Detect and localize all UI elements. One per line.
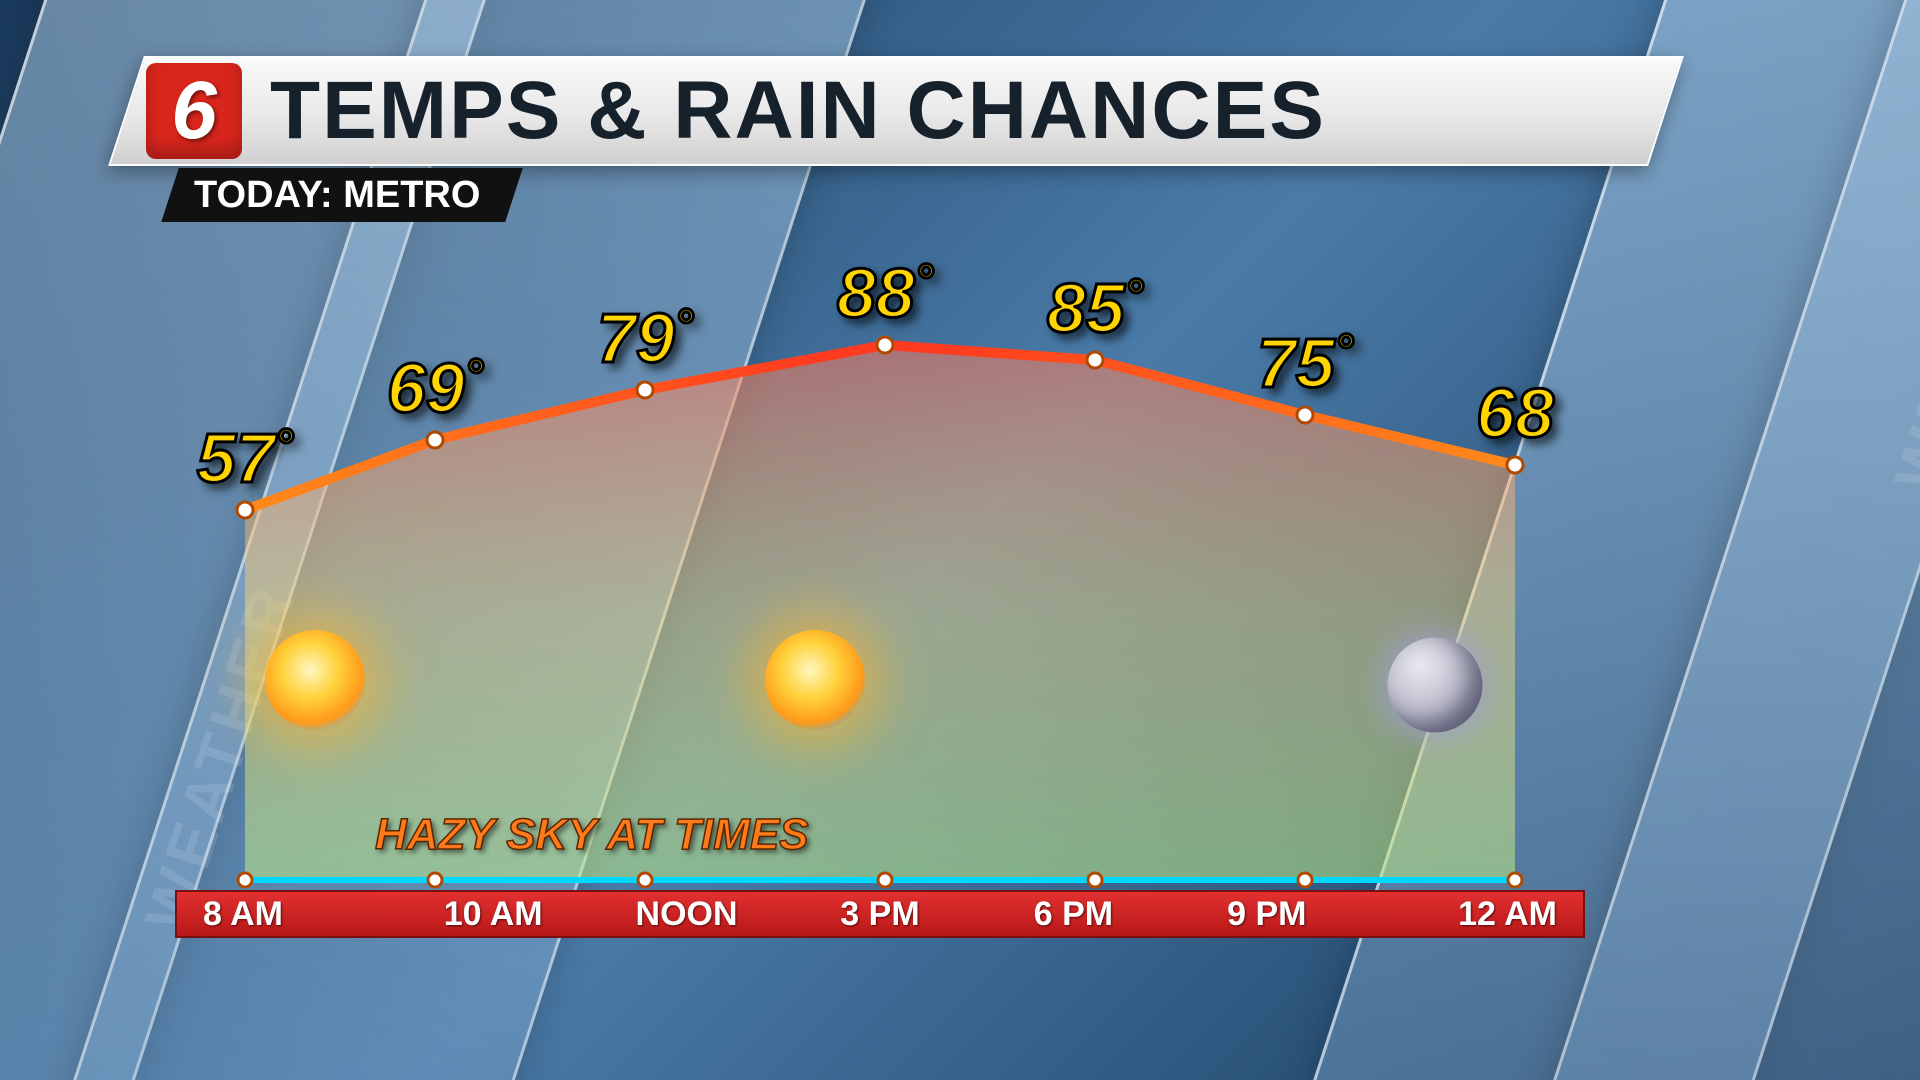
condition-note: HAZY SKY AT TIMES xyxy=(375,810,809,860)
temp-value: 57° xyxy=(197,418,293,498)
temp-value: 85° xyxy=(1047,268,1143,348)
time-tick: 9 PM xyxy=(1170,895,1363,934)
time-tick: 3 PM xyxy=(783,895,976,934)
time-axis: 8 AM10 AMNOON3 PM6 PM9 PM12 AM xyxy=(175,890,1585,938)
subtitle-text: TODAY: METRO xyxy=(194,168,480,222)
time-tick: 8 AM xyxy=(203,895,396,934)
title-bar: 6 TEMPS & RAIN CHANCES xyxy=(108,56,1684,166)
sun-icon xyxy=(265,630,365,730)
chart-svg xyxy=(175,240,1585,890)
time-tick: 10 AM xyxy=(396,895,589,934)
temp-value: 88° xyxy=(837,253,933,333)
temp-value: 75° xyxy=(1257,323,1353,403)
time-tick: 6 PM xyxy=(977,895,1170,934)
time-tick: NOON xyxy=(590,895,783,934)
temp-value: 69° xyxy=(387,348,483,428)
moon-icon xyxy=(1388,638,1483,733)
graphic-subtitle: TODAY: METRO xyxy=(161,168,523,222)
station-logo: 6 xyxy=(146,63,242,159)
temp-value: 68 xyxy=(1476,373,1554,453)
time-tick: 12 AM xyxy=(1364,895,1557,934)
station-logo-digit: 6 xyxy=(171,70,217,152)
temp-chart: 57° 69° 79° 88° 85° 75° 68 HAZY SKY AT TIMES xyxy=(175,240,1585,890)
sun-icon xyxy=(765,630,865,730)
graphic-title: TEMPS & RAIN CHANCES xyxy=(270,64,1326,158)
weather-graphic: WEATHER WEATHER 6 TEMPS & RAIN CHANCES T… xyxy=(0,0,1920,1080)
temp-value: 79° xyxy=(597,298,693,378)
